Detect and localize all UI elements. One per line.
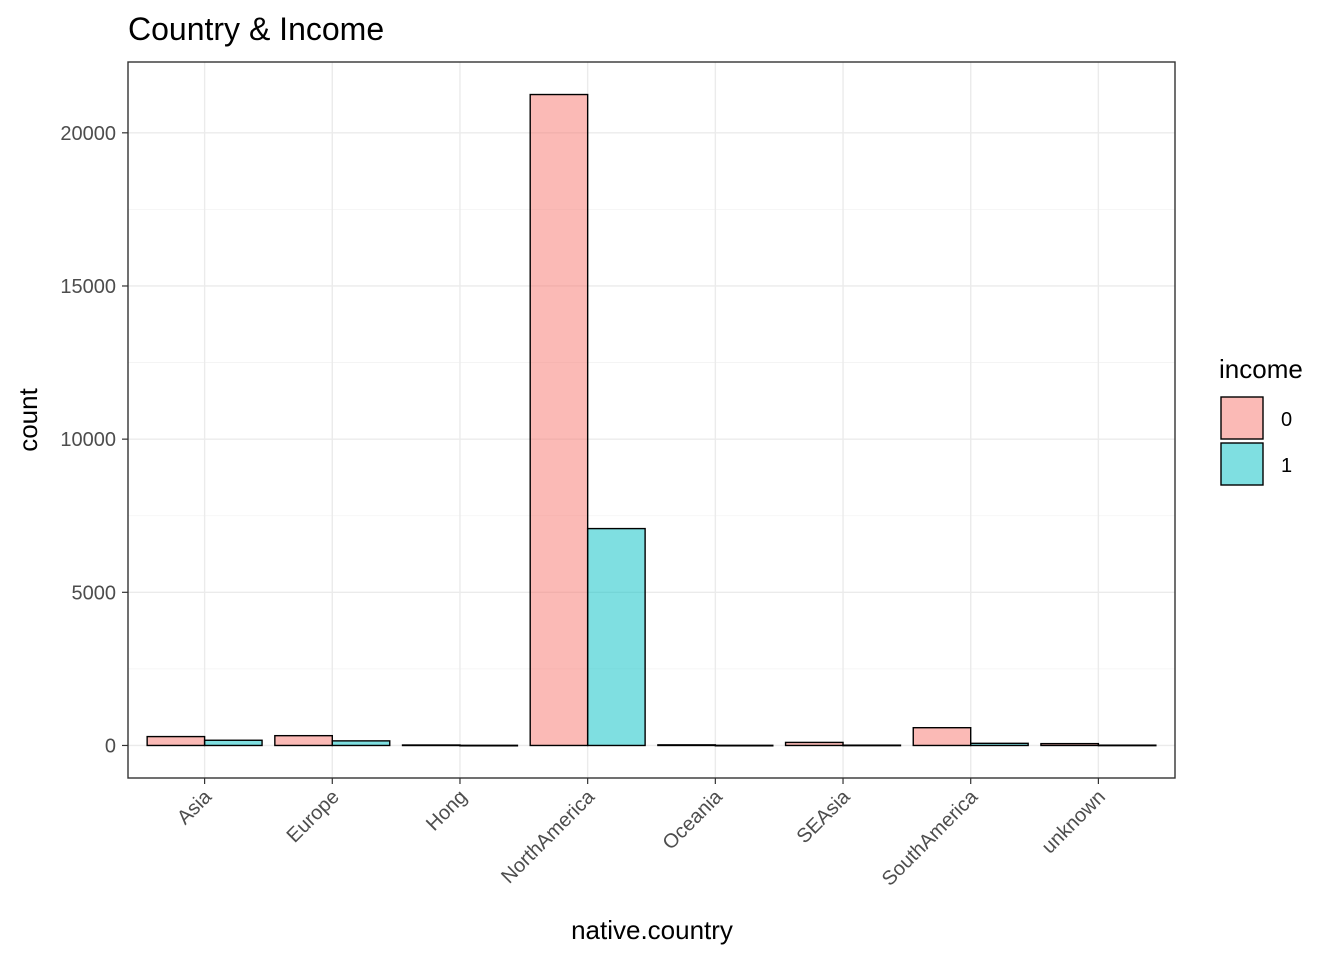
bar-southamerica-income-1 bbox=[970, 742, 1029, 747]
legend-title: income bbox=[1219, 354, 1303, 384]
bar-northamerica-income-1 bbox=[586, 527, 646, 747]
y-tick-label: 0 bbox=[105, 735, 116, 757]
bar-europe-income-0 bbox=[274, 734, 333, 747]
bar-hong-income-1 bbox=[459, 744, 519, 747]
x-tick-label: unknown bbox=[1038, 786, 1110, 858]
bar-oceania-income-0 bbox=[657, 744, 717, 747]
x-tick-label: Oceania bbox=[659, 785, 728, 854]
legend-label-income-1: 1 bbox=[1281, 455, 1292, 477]
y-axis: 0 5000 10000 15000 20000 bbox=[60, 123, 128, 757]
x-axis-title: native.country bbox=[571, 915, 733, 945]
x-axis: Asia Europe Hong NorthAmerica Oceania SEAsia S… bbox=[173, 778, 1110, 890]
legend-label-income-0: 0 bbox=[1281, 409, 1292, 431]
chart-title: Country & Income bbox=[128, 11, 384, 47]
x-tick-label: Europe bbox=[283, 786, 344, 847]
x-tick-label: Asia bbox=[173, 785, 217, 829]
bar-asia-income-1 bbox=[203, 739, 263, 747]
x-tick-label: SouthAmerica bbox=[878, 785, 983, 890]
x-tick-label: Hong bbox=[422, 786, 471, 835]
y-tick-label: 15000 bbox=[60, 276, 116, 298]
x-tick-label: SEAsia bbox=[793, 785, 856, 848]
bars bbox=[146, 93, 1157, 747]
bar-europe-income-1 bbox=[331, 740, 391, 747]
y-axis-title: count bbox=[13, 387, 43, 451]
plot-panel-border bbox=[127, 61, 1176, 779]
bar-hong-income-0 bbox=[401, 744, 461, 747]
bar-southamerica-income-0 bbox=[912, 727, 972, 747]
bar-asia-income-0 bbox=[146, 735, 206, 747]
y-tick-label: 5000 bbox=[72, 582, 117, 604]
bar-seasia-income-0 bbox=[784, 741, 844, 747]
legend-key-income-0 bbox=[1220, 396, 1264, 440]
bar-oceania-income-1 bbox=[714, 744, 774, 747]
bar-seasia-income-1 bbox=[842, 744, 902, 747]
bar-unknown-income-0 bbox=[1040, 742, 1100, 747]
legend-key-income-1 bbox=[1220, 442, 1264, 486]
legend: income 0 1 bbox=[1219, 354, 1303, 486]
bar-unknown-income-1 bbox=[1097, 744, 1157, 747]
x-tick-label: NorthAmerica bbox=[497, 785, 600, 888]
grid-lines bbox=[128, 62, 1175, 778]
bar-northamerica-income-0 bbox=[529, 93, 589, 747]
y-tick-label: 10000 bbox=[60, 429, 116, 451]
y-tick-label: 20000 bbox=[60, 123, 116, 145]
